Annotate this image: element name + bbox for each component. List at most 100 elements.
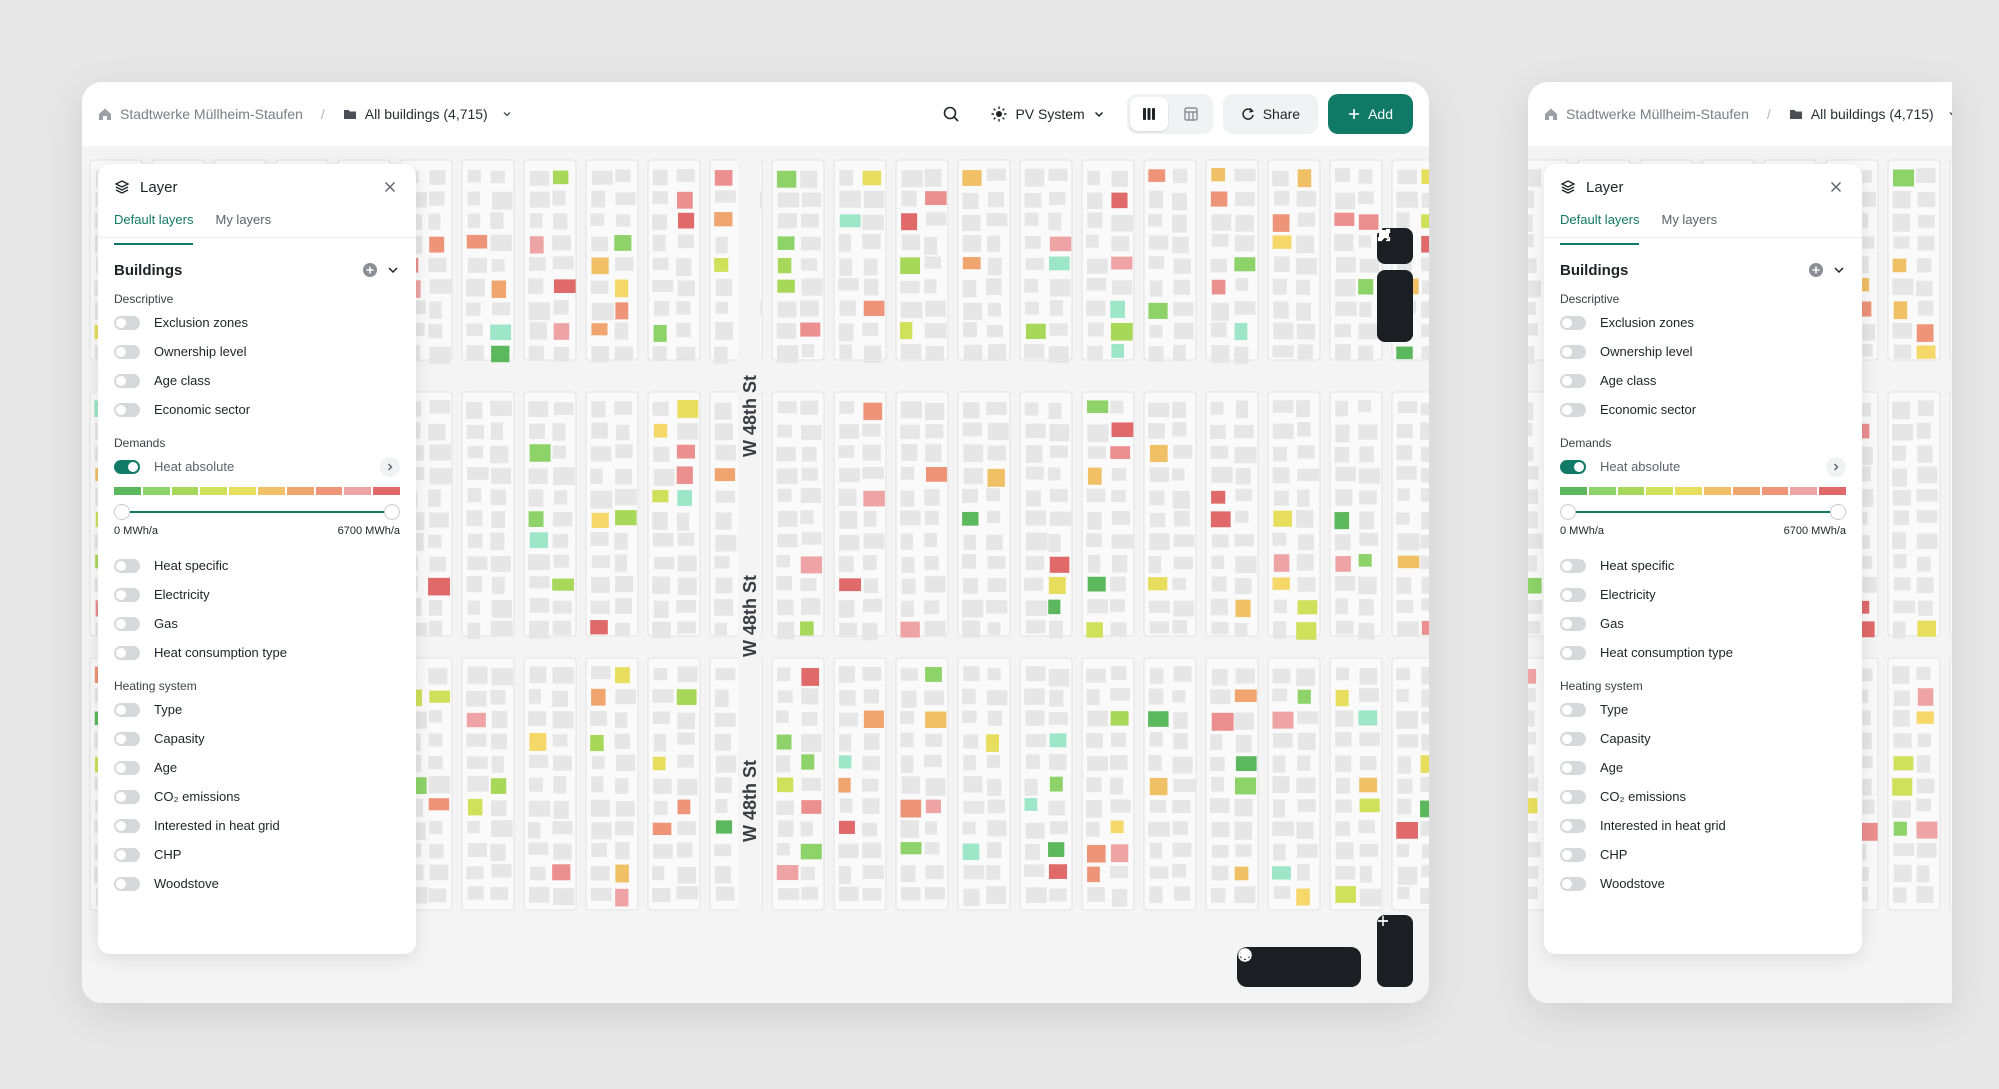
building[interactable]	[429, 444, 451, 461]
building[interactable]	[653, 734, 667, 752]
building[interactable]	[1211, 302, 1229, 321]
building[interactable]	[1025, 556, 1045, 570]
building[interactable]	[1272, 733, 1293, 748]
add-circle-icon[interactable]	[362, 262, 378, 278]
building[interactable]	[1916, 258, 1932, 273]
building[interactable]	[676, 169, 695, 182]
building[interactable]	[1111, 888, 1128, 907]
building[interactable]	[529, 666, 547, 684]
building[interactable]	[925, 467, 948, 482]
building[interactable]	[838, 445, 855, 458]
building[interactable]	[1273, 886, 1291, 899]
building[interactable]	[529, 236, 544, 254]
layer-toggle[interactable]	[114, 315, 140, 330]
building[interactable]	[838, 865, 852, 884]
building[interactable]	[1211, 234, 1229, 247]
building[interactable]	[491, 599, 512, 618]
building[interactable]	[1234, 534, 1254, 547]
building[interactable]	[776, 865, 799, 881]
building[interactable]	[987, 778, 1002, 797]
building[interactable]	[591, 776, 604, 793]
tab-my-layers[interactable]: My layers	[215, 212, 272, 227]
building[interactable]	[653, 800, 668, 816]
building[interactable]	[1173, 534, 1195, 547]
building[interactable]	[776, 734, 792, 750]
building[interactable]	[924, 620, 946, 637]
building[interactable]	[1234, 577, 1252, 595]
building[interactable]	[1234, 866, 1249, 881]
building[interactable]	[1087, 554, 1101, 573]
building[interactable]	[987, 302, 1002, 317]
building[interactable]	[1420, 488, 1429, 502]
building[interactable]	[1528, 621, 1541, 634]
building[interactable]	[1420, 888, 1429, 904]
building[interactable]	[1528, 555, 1537, 572]
building[interactable]	[552, 534, 569, 548]
building[interactable]	[1916, 821, 1938, 839]
building[interactable]	[838, 488, 857, 507]
layer-exclusion-zones[interactable]: Exclusion zones	[98, 308, 416, 337]
building[interactable]	[1296, 190, 1317, 207]
building[interactable]	[1025, 620, 1046, 634]
building[interactable]	[614, 733, 630, 749]
building[interactable]	[428, 534, 442, 548]
layer-heat-absolute[interactable]: Heat absolute	[1544, 452, 1862, 481]
building[interactable]	[676, 346, 696, 360]
building[interactable]	[900, 490, 915, 507]
building[interactable]	[1024, 402, 1039, 416]
building[interactable]	[715, 190, 736, 203]
building[interactable]	[466, 302, 481, 316]
building[interactable]	[1110, 865, 1129, 879]
map-view-toggle[interactable]	[1129, 97, 1168, 131]
building[interactable]	[1421, 734, 1429, 751]
building[interactable]	[553, 888, 575, 906]
building[interactable]	[776, 843, 790, 856]
building[interactable]	[653, 468, 675, 486]
building[interactable]	[1296, 235, 1315, 254]
building[interactable]	[1916, 533, 1938, 549]
building[interactable]	[1111, 192, 1128, 209]
building[interactable]	[590, 620, 608, 635]
building[interactable]	[1297, 799, 1316, 812]
building[interactable]	[1358, 279, 1374, 295]
building[interactable]	[1892, 710, 1910, 727]
building[interactable]	[1296, 622, 1317, 640]
building[interactable]	[491, 668, 513, 686]
building[interactable]	[490, 234, 512, 252]
building[interactable]	[1358, 323, 1379, 340]
building[interactable]	[715, 322, 733, 340]
chevron-down-icon[interactable]	[502, 109, 512, 119]
layer-heat-specific[interactable]: Heat specific	[1544, 551, 1862, 580]
building[interactable]	[963, 888, 980, 907]
building[interactable]	[715, 236, 728, 254]
building[interactable]	[800, 556, 823, 574]
building[interactable]	[1397, 798, 1412, 815]
building[interactable]	[862, 444, 881, 461]
building[interactable]	[1272, 821, 1295, 836]
building[interactable]	[1273, 490, 1289, 506]
building[interactable]	[1335, 192, 1356, 210]
building[interactable]	[1916, 755, 1931, 773]
building[interactable]	[1272, 423, 1294, 439]
building[interactable]	[1025, 710, 1045, 726]
building[interactable]	[862, 423, 881, 437]
building[interactable]	[615, 279, 629, 298]
heat-range-slider[interactable]	[114, 503, 400, 521]
building[interactable]	[838, 556, 854, 573]
open-layer-button[interactable]	[380, 456, 400, 477]
building[interactable]	[776, 800, 795, 815]
building[interactable]	[777, 192, 800, 208]
building[interactable]	[1892, 489, 1912, 506]
building[interactable]	[963, 776, 983, 793]
building[interactable]	[1296, 279, 1310, 295]
heat-range-slider[interactable]	[1560, 503, 1846, 521]
building[interactable]	[552, 864, 571, 881]
building[interactable]	[1272, 577, 1290, 590]
building[interactable]	[1297, 864, 1310, 881]
building[interactable]	[653, 169, 668, 186]
building[interactable]	[925, 300, 946, 317]
building[interactable]	[924, 576, 946, 593]
chevron-down-icon[interactable]	[386, 263, 400, 277]
building[interactable]	[862, 622, 878, 641]
building[interactable]	[1172, 821, 1188, 835]
